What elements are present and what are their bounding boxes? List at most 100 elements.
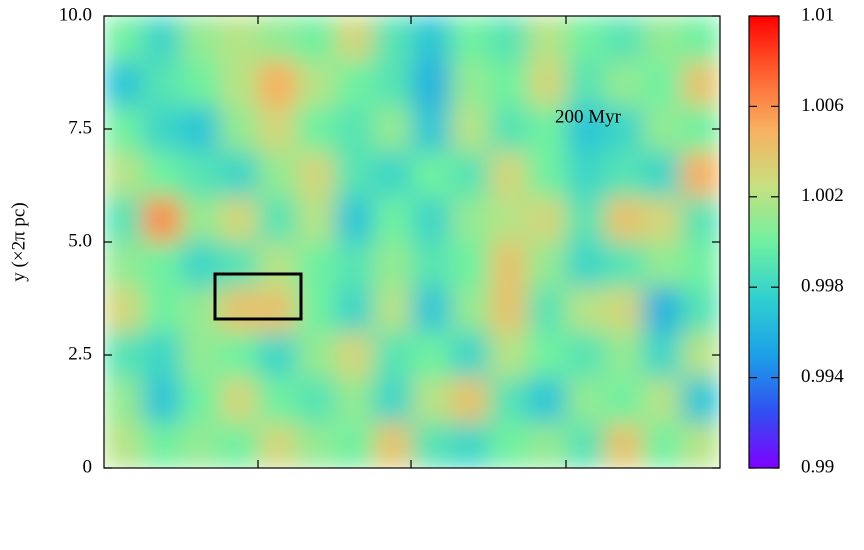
y-axis-label: y (×2π pc) (8, 202, 29, 281)
heatmap-cell (335, 377, 374, 424)
heatmap-cell (181, 16, 220, 62)
heatmap-cell (604, 61, 644, 107)
heatmap-cell (527, 377, 567, 424)
heatmap-cell (681, 16, 720, 62)
heatmap-cell (258, 332, 297, 379)
heatmap-cell (604, 422, 644, 468)
heatmap-cell (604, 151, 644, 198)
heatmap-cell (258, 377, 297, 424)
heatmap-clip (104, 16, 720, 468)
heatmap-cell (296, 106, 336, 153)
heatmap-cell (643, 422, 682, 468)
heatmap-cell (258, 422, 297, 468)
heatmap-cell (142, 422, 182, 468)
heatmap-cell (104, 61, 143, 107)
heatmap-cell (258, 242, 297, 288)
heatmap-cell (142, 16, 182, 62)
heatmap-cell (181, 61, 220, 107)
heatmap-cell (219, 16, 259, 62)
heatmap-cell (142, 196, 182, 243)
heatmap-cell (296, 422, 336, 468)
heatmap-cell (412, 422, 451, 468)
heatmap-cell (412, 61, 451, 107)
heatmap-cell (142, 151, 182, 198)
heatmap-cell (643, 106, 682, 153)
heatmap-cell (335, 287, 374, 333)
heatmap-cell (450, 242, 490, 288)
heatmap-cell (566, 16, 605, 62)
heatmap-cell (450, 196, 490, 243)
heatmap-cell (450, 377, 490, 424)
heatmap-cell (219, 106, 259, 153)
heatmap-cell (296, 61, 336, 107)
heatmap-cell (643, 61, 682, 107)
heatmap-cell (412, 196, 451, 243)
y-tick-label: 0 (83, 456, 93, 477)
heatmap-cell (142, 61, 182, 107)
heatmap-cell (412, 287, 451, 333)
heatmap-cell (181, 377, 220, 424)
heatmap (104, 16, 720, 468)
heatmap-cell (412, 151, 451, 198)
heatmap-cell (681, 287, 720, 333)
heatmap-cell (104, 16, 143, 62)
heatmap-cell (566, 332, 605, 379)
heatmap-cell (489, 151, 528, 198)
colorbar-tick-label: 0.99 (801, 456, 834, 477)
heatmap-cell (142, 242, 182, 288)
heatmap-cell (643, 332, 682, 379)
heatmap-cell (104, 422, 143, 468)
colorbar-tick-label: 0.998 (801, 276, 844, 297)
heatmap-cell (181, 196, 220, 243)
heatmap-cell (296, 332, 336, 379)
x-ticks (257, 16, 567, 468)
heatmap-cell (489, 242, 528, 288)
heatmap-cell (258, 106, 297, 153)
heatmap-cell (450, 287, 490, 333)
heatmap-cell (489, 61, 528, 107)
heatmap-cell (373, 242, 413, 288)
heatmap-cell (643, 151, 682, 198)
heatmap-cell (412, 16, 451, 62)
y-tick-label: 5.0 (68, 230, 92, 251)
heatmap-cell (335, 106, 374, 153)
heatmap-cell (335, 422, 374, 468)
heatmap-cell (258, 196, 297, 243)
heatmap-cell (527, 16, 567, 62)
heatmap-cell (373, 16, 413, 62)
heatmap-cell (104, 196, 143, 243)
heatmap-cell (681, 377, 720, 424)
heatmap-cell (527, 196, 567, 243)
heatmap-cell (681, 422, 720, 468)
heatmap-cell (104, 242, 143, 288)
heatmap-cell (450, 106, 490, 153)
heatmap-cell (527, 61, 567, 107)
heatmap-cell (643, 242, 682, 288)
heatmap-cell (527, 106, 567, 153)
heatmap-cell (142, 377, 182, 424)
heatmap-cell (219, 332, 259, 379)
heatmap-cell (604, 106, 644, 153)
heatmap-cell (489, 287, 528, 333)
heatmap-cell (604, 196, 644, 243)
heatmap-cell (412, 242, 451, 288)
heatmap-cell (643, 287, 682, 333)
y-tick-label: 10.0 (59, 4, 92, 25)
heatmap-cell (296, 377, 336, 424)
heatmap-cell (566, 61, 605, 107)
heatmap-cell (104, 151, 143, 198)
heatmap-cell (181, 106, 220, 153)
heatmap-cell (181, 422, 220, 468)
colorbar-tick-label: 0.994 (801, 366, 844, 387)
heatmap-cell (681, 61, 720, 107)
heatmap-cell (373, 287, 413, 333)
heatmap-cell (450, 422, 490, 468)
heatmap-cell (296, 151, 336, 198)
heatmap-cell (527, 242, 567, 288)
heatmap-cell (527, 287, 567, 333)
heatmap-cell (219, 287, 259, 333)
heatmap-cell (489, 377, 528, 424)
heatmap-cell (450, 61, 490, 107)
heatmap-cell (258, 151, 297, 198)
heatmap-cell (296, 242, 336, 288)
